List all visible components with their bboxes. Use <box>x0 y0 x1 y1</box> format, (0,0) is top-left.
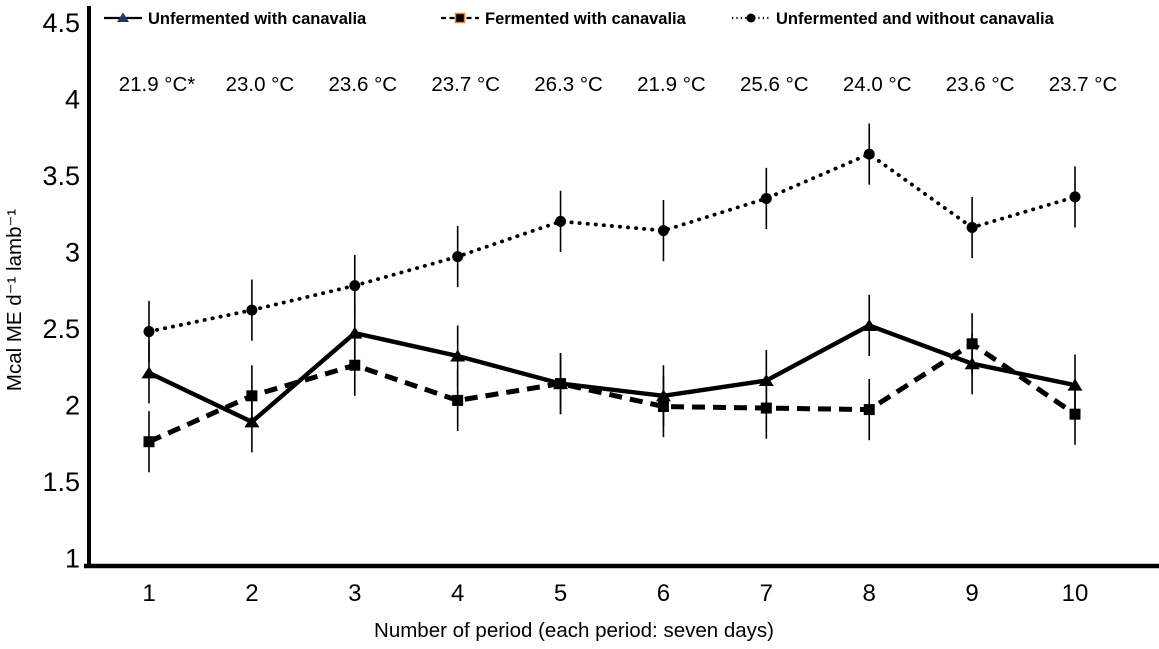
y-tick-label: 3.5 <box>42 161 80 191</box>
series-line-solid <box>148 323 1076 425</box>
x-axis-title: Number of period (each period: seven day… <box>374 619 774 642</box>
y-tick-label: 1 <box>65 544 80 574</box>
legend-label: Unfermented and without canavalia <box>776 10 1055 28</box>
square-marker <box>657 401 669 413</box>
temperature-label: 25.6 °C <box>740 73 809 96</box>
triangle-marker <box>964 357 980 370</box>
circle-marker <box>555 215 567 227</box>
circle-marker <box>143 326 155 338</box>
y-tick-label: 4.5 <box>42 8 80 38</box>
y-tick-label: 2.5 <box>42 314 80 344</box>
series-line-dashed <box>147 341 1077 445</box>
temperature-label: 23.6 °C <box>328 73 397 96</box>
temperature-label: 24.0 °C <box>843 73 912 96</box>
temperature-label: 21.9 °C <box>637 73 706 96</box>
triangle-marker <box>244 415 260 428</box>
x-tick-label: 5 <box>554 580 567 607</box>
square-marker <box>863 404 875 416</box>
square-marker <box>143 436 155 448</box>
temperature-label: 23.7 °C <box>431 73 500 96</box>
y-tick-label: 1.5 <box>42 467 80 497</box>
circle-marker <box>452 251 464 263</box>
square-marker <box>1069 408 1081 420</box>
square-marker <box>760 402 772 414</box>
triangle-marker <box>141 366 157 379</box>
legend-circle-icon <box>746 13 756 23</box>
x-tick-label: 4 <box>451 580 464 607</box>
x-tick-label: 1 <box>142 580 155 607</box>
circle-marker <box>966 222 978 234</box>
circle-marker <box>246 304 258 316</box>
x-tick-label: 3 <box>348 580 361 607</box>
y-tick-label: 3 <box>65 238 80 268</box>
triangle-marker <box>1067 378 1083 391</box>
x-tick-label: 9 <box>965 580 978 607</box>
triangle-marker <box>655 389 671 402</box>
circle-marker <box>349 280 361 292</box>
triangle-marker <box>758 374 774 387</box>
y-axis-title: Mcal ME d⁻¹ lamb⁻¹ <box>3 209 26 391</box>
chart-generated-layer: 1 1.5 2 2.5 3 3.5 4 4.5 1 2 3 4 5 6 7 8 9 10 21.9 °C* 23.0 … <box>42 6 1159 607</box>
x-tick-label: 10 <box>1062 580 1089 607</box>
temperature-label: 23.7 °C <box>1049 73 1118 96</box>
legend-triangle-icon <box>117 12 129 22</box>
y-tick-label: 4 <box>65 85 80 115</box>
series-line-dotted <box>147 152 1077 334</box>
x-tick-label: 8 <box>863 580 876 607</box>
y-tick-label: 2 <box>65 391 80 421</box>
x-tick-label: 7 <box>760 580 773 607</box>
legend-label: Fermented with canavalia <box>485 10 687 28</box>
triangle-marker <box>450 349 466 362</box>
x-tick-label: 2 <box>245 580 258 607</box>
triangle-marker <box>347 326 363 339</box>
temperature-label: 21.9 °C* <box>119 73 196 96</box>
square-marker <box>246 390 258 402</box>
square-marker <box>555 378 567 390</box>
square-marker <box>966 338 978 350</box>
triangle-marker <box>861 318 877 331</box>
circle-marker <box>1069 191 1081 203</box>
temperature-label: 26.3 °C <box>534 73 603 96</box>
circle-marker <box>657 225 669 237</box>
legend-label: Unfermented with canavalia <box>148 10 367 28</box>
x-tick-label: 6 <box>657 580 670 607</box>
circle-marker <box>863 148 875 160</box>
square-marker <box>452 394 464 406</box>
circle-marker <box>760 192 772 204</box>
legend-square-icon <box>454 12 466 24</box>
square-marker <box>349 359 361 371</box>
temperature-label: 23.6 °C <box>946 73 1015 96</box>
temperature-label: 23.0 °C <box>226 73 295 96</box>
